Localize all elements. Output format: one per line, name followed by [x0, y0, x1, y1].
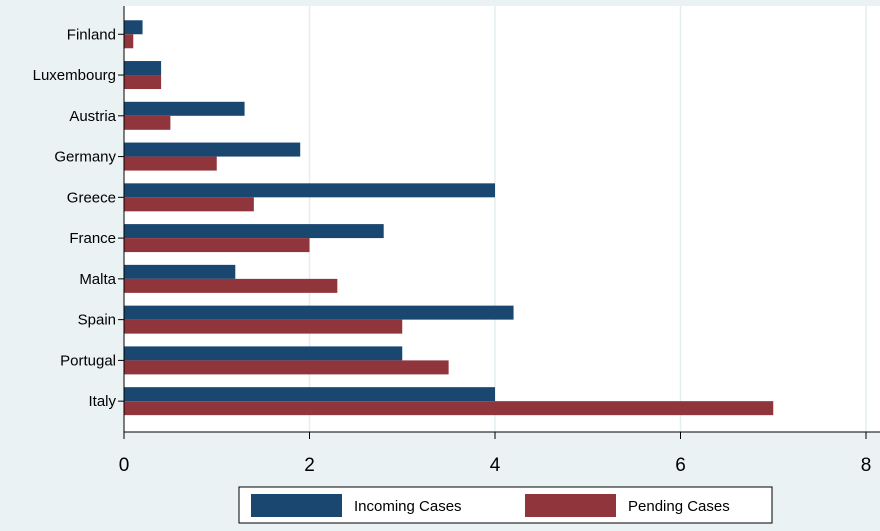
bar-pending-cases	[124, 401, 774, 416]
bar-incoming-cases	[124, 20, 143, 35]
category-label: France	[69, 230, 116, 247]
bar-incoming-cases	[124, 264, 236, 279]
bar-pending-cases	[124, 156, 217, 171]
x-tick-label: 8	[861, 455, 872, 476]
bar-pending-cases	[124, 75, 162, 90]
bar-pending-cases	[124, 360, 449, 375]
legend-swatch	[525, 494, 616, 517]
bar-incoming-cases	[124, 305, 514, 320]
bar-incoming-cases	[124, 346, 403, 361]
x-tick-label: 4	[490, 455, 501, 476]
bar-pending-cases	[124, 115, 171, 130]
bar-pending-cases	[124, 34, 134, 49]
category-label: Spain	[78, 312, 116, 329]
bars	[124, 20, 774, 416]
legend-label: Incoming Cases	[354, 498, 462, 515]
category-labels: Finland Luxembourg Austria Germany Greece Fra…	[33, 26, 124, 410]
legend-swatch	[251, 494, 342, 517]
bar-pending-cases	[124, 197, 254, 212]
category-label: Austria	[69, 108, 116, 125]
category-label: Luxembourg	[33, 67, 116, 84]
x-tick-label: 0	[119, 455, 130, 476]
bar-pending-cases	[124, 238, 310, 253]
legend: Incoming Cases Pending Cases	[238, 486, 773, 524]
bar-incoming-cases	[124, 61, 162, 76]
bar-incoming-cases	[124, 101, 245, 116]
bar-incoming-cases	[124, 387, 495, 402]
x-tick-label: 2	[304, 455, 315, 476]
category-label: Portugal	[60, 352, 116, 369]
category-label: Malta	[79, 271, 116, 288]
category-label: Greece	[67, 189, 116, 206]
category-label: Italy	[88, 393, 116, 410]
category-label: Finland	[67, 26, 116, 43]
bar-pending-cases	[124, 319, 403, 334]
bar-incoming-cases	[124, 183, 495, 198]
category-label: Germany	[54, 149, 116, 166]
axes	[123, 6, 880, 433]
x-tick-label: 6	[675, 455, 686, 476]
legend-label: Pending Cases	[628, 498, 730, 515]
bar-incoming-cases	[124, 142, 301, 157]
bar-pending-cases	[124, 278, 338, 293]
x-tick-labels: 0 2 4 6 8	[119, 432, 872, 476]
bar-incoming-cases	[124, 224, 384, 239]
